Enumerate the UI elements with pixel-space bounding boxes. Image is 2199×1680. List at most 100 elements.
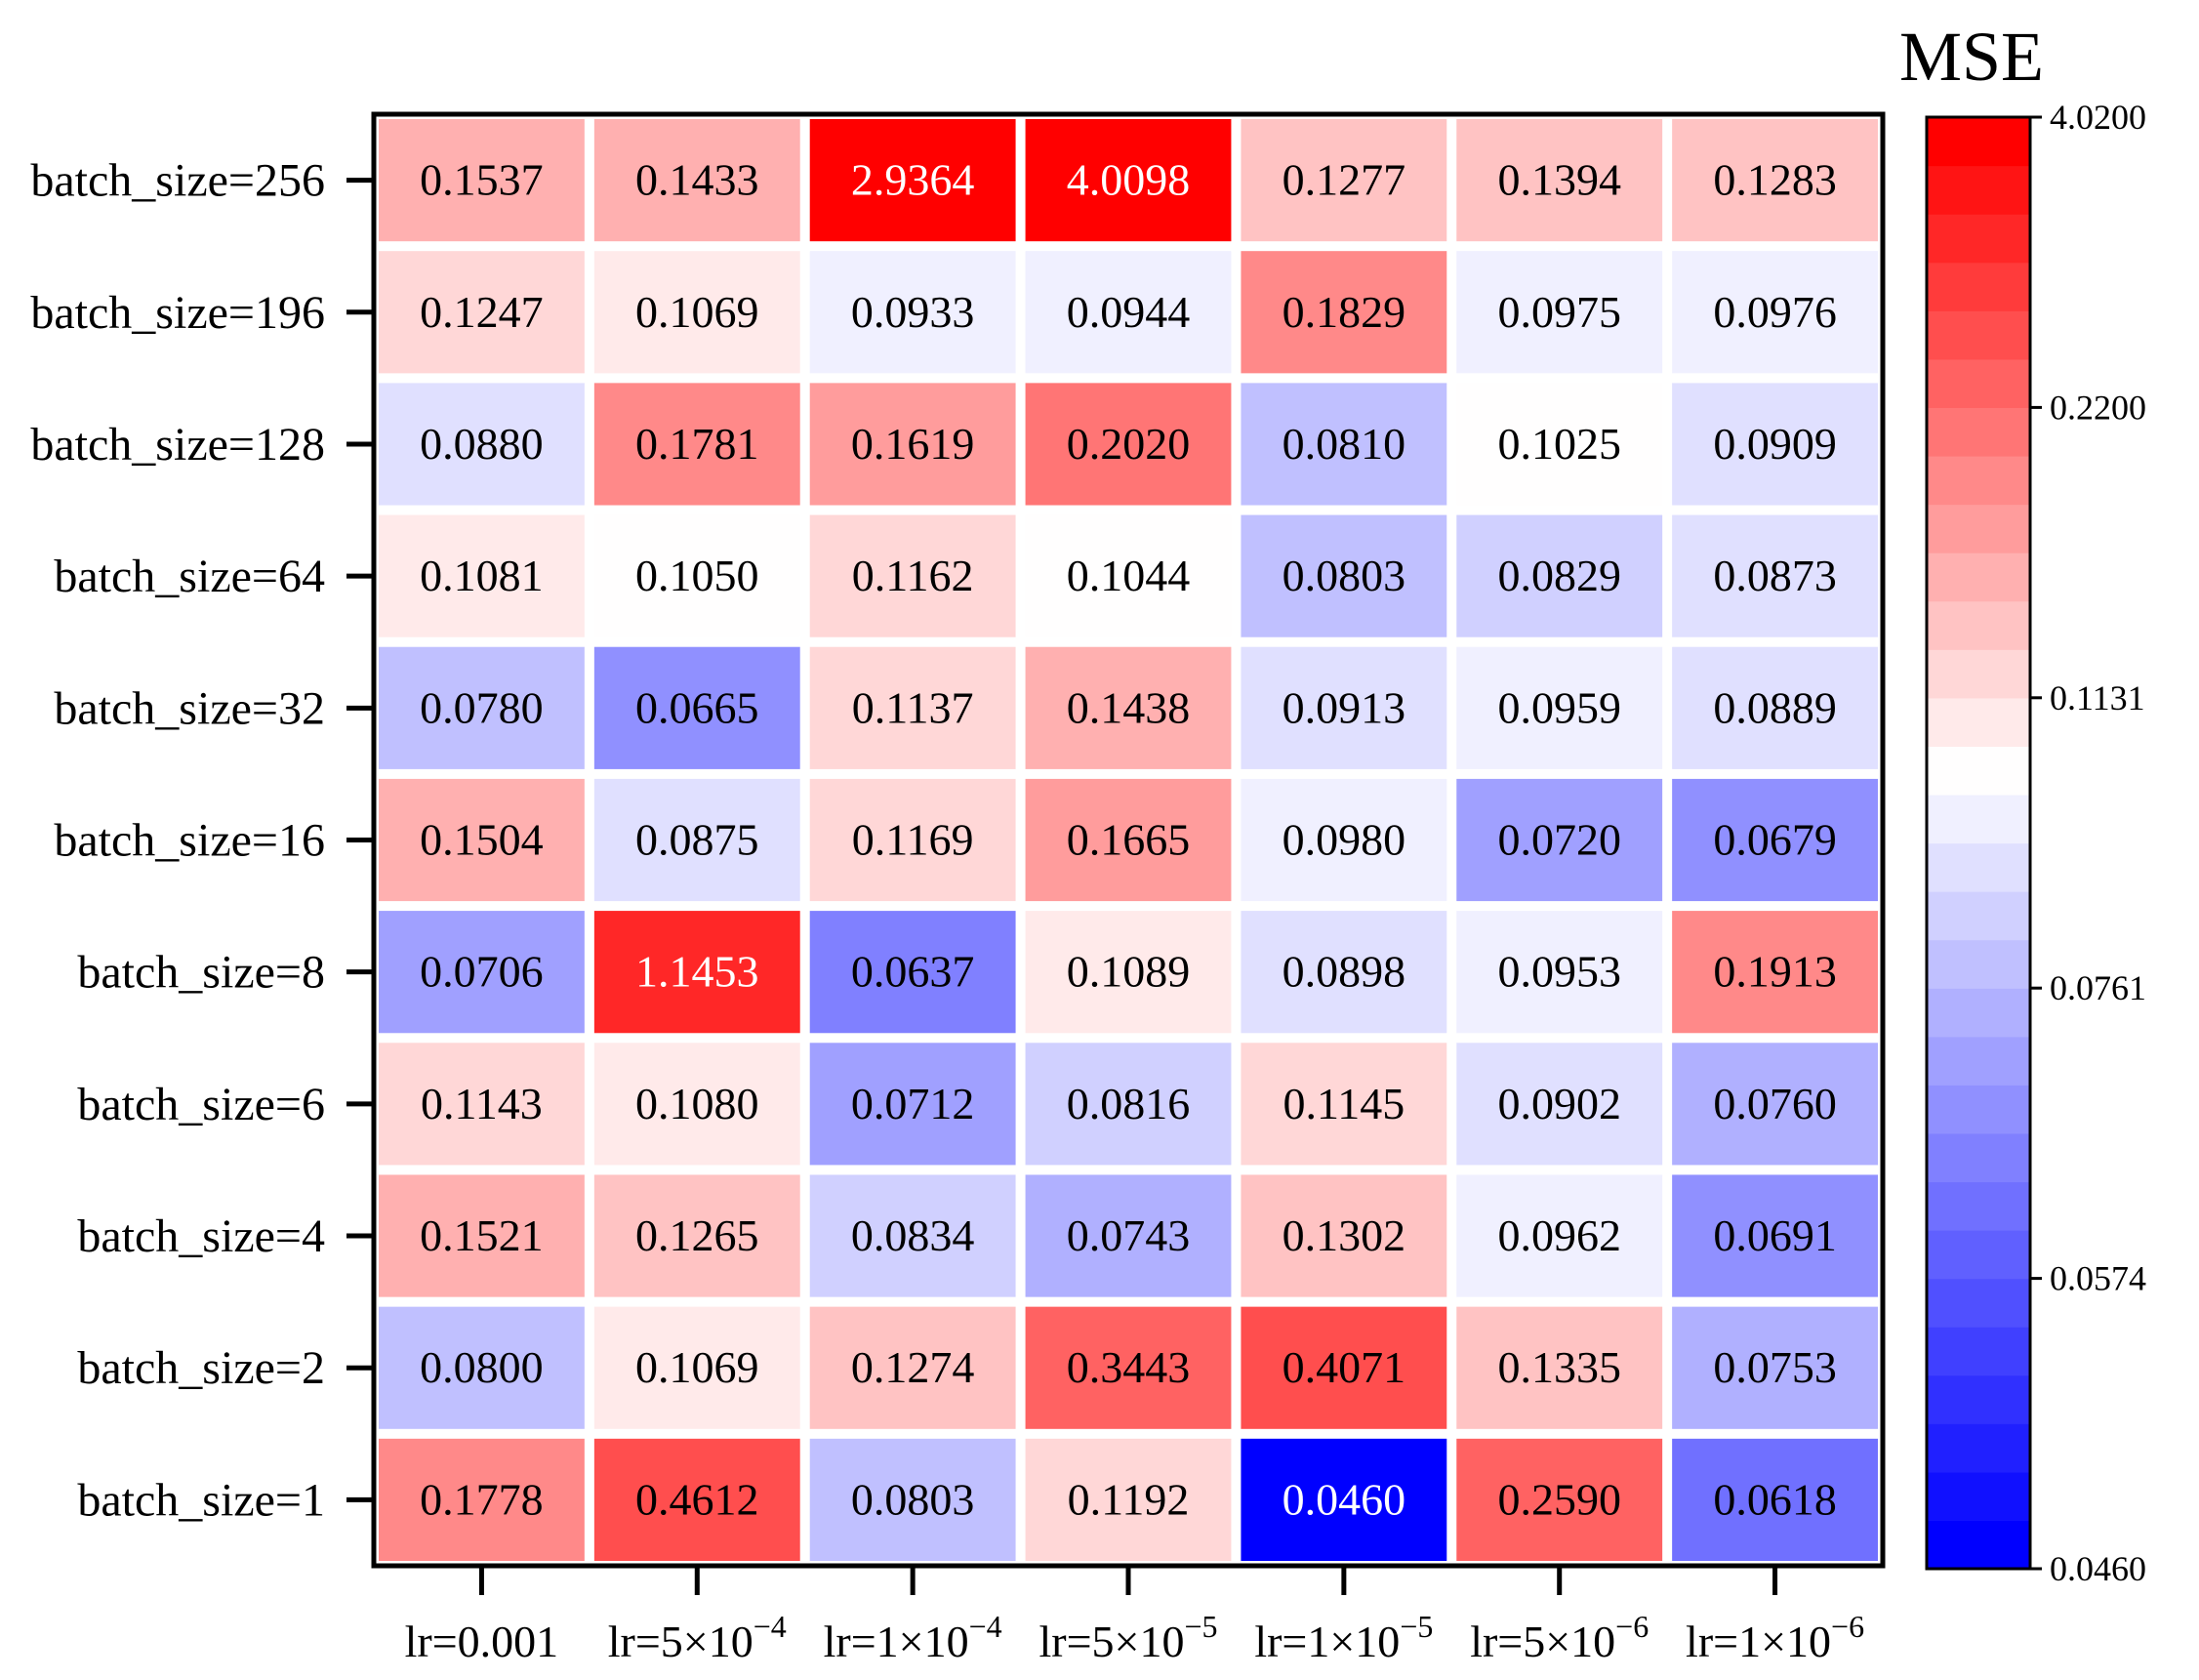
colorbar-segment [1927, 939, 2030, 989]
heatmap-cell [809, 1438, 1016, 1561]
heatmap-cell [593, 1306, 800, 1429]
cell-value-label: 0.1283 [1713, 155, 1837, 205]
heatmap-cell [1456, 119, 1663, 242]
cell-value-label: 0.1438 [1067, 682, 1191, 732]
heatmap-cell [593, 119, 800, 242]
cell-value-label: 0.2020 [1067, 419, 1191, 469]
colorbar-segment [1927, 600, 2030, 650]
colorbar-segment [1927, 1520, 2030, 1570]
colorbar-segment [1927, 455, 2030, 506]
heatmap-cell [593, 646, 800, 769]
colorbar-segment [1927, 649, 2030, 699]
cell-value-label: 0.0803 [1283, 551, 1406, 600]
colorbar-segment [1927, 1327, 2030, 1376]
heatmap-cell [1241, 1438, 1447, 1561]
heatmap-cells: 0.1537 0.1433 2.9364 4.0098 0.1277 0.1394 0.12… [379, 119, 1878, 1561]
heatmap-cell [1672, 646, 1878, 769]
cell-value-label: 0.1504 [420, 815, 544, 865]
cell-value-label: 0.1537 [420, 155, 544, 205]
cell-value-label: 0.0679 [1713, 815, 1837, 865]
heatmap-cell [1241, 1043, 1447, 1166]
heatmap-cell [1241, 911, 1447, 1034]
heatmap-cell [1241, 514, 1447, 637]
heatmap-cell [1672, 383, 1878, 506]
cell-value-label: 0.1089 [1067, 947, 1191, 997]
cell-value-label: 0.1137 [852, 682, 974, 732]
cell-value-label: 0.1665 [1067, 815, 1191, 865]
cell-value-label: 0.1069 [635, 287, 759, 337]
colorbar-frame [1925, 115, 2032, 1571]
colorbar-segment [1927, 553, 2030, 602]
heatmap-cell [1456, 1043, 1663, 1166]
colorbar: 0.0460 0.0574 0.0761 0.1131 0.2200 4.0200 [1925, 98, 2146, 1588]
heatmap-cell [1672, 911, 1878, 1034]
cell-value-label: 0.1025 [1497, 419, 1621, 469]
y-tick-label: batch_size=4 [77, 1210, 325, 1262]
cell-value-label: 0.1829 [1283, 287, 1406, 337]
heatmap-cell [379, 778, 585, 902]
heatmap-cell [1456, 1174, 1663, 1297]
cell-value-label: 2.9364 [851, 155, 975, 205]
cell-value-label: 0.0873 [1713, 551, 1837, 600]
colorbar-segment [1927, 1036, 2030, 1086]
x-tick-label: lr=1×10−5 [1254, 1609, 1433, 1666]
heatmap-cell [1025, 1043, 1232, 1166]
colorbar-tick-label: 0.0460 [2050, 1549, 2146, 1588]
heatmap-cell [1241, 1174, 1447, 1297]
cell-value-label: 0.1069 [635, 1342, 759, 1392]
heatmap-cell [1672, 1438, 1878, 1561]
x-tick-label: lr=1×10−4 [824, 1609, 1002, 1666]
cell-value-label: 0.1145 [1283, 1079, 1405, 1128]
cell-value-label: 0.1050 [635, 551, 759, 600]
cell-value-label: 0.1394 [1497, 155, 1621, 205]
heatmap-cell [593, 1438, 800, 1561]
heatmap-cell [1672, 119, 1878, 242]
heatmap-cell [593, 514, 800, 637]
cell-value-label: 0.0743 [1067, 1210, 1191, 1260]
cell-value-label: 0.0962 [1497, 1210, 1621, 1260]
cell-value-label: 0.1247 [420, 287, 544, 337]
colorbar-segment [1927, 1423, 2030, 1473]
x-tick-label: lr=1×10−6 [1686, 1609, 1864, 1666]
colorbar-segment [1927, 794, 2030, 844]
heatmap-cell [1025, 911, 1232, 1034]
colorbar-segment [1927, 697, 2030, 747]
cell-value-label: 0.1169 [852, 815, 974, 865]
cell-value-label: 0.0618 [1713, 1474, 1837, 1524]
colorbar-tick-label: 0.0761 [2050, 968, 2146, 1007]
heatmap-cell [809, 514, 1016, 637]
cell-value-label: 0.0712 [851, 1079, 975, 1128]
colorbar-segment [1927, 746, 2030, 796]
y-tick-label: batch_size=16 [54, 815, 325, 867]
y-tick-label: batch_size=256 [30, 155, 325, 207]
heatmap-cell [809, 778, 1016, 902]
colorbar-segment [1927, 1471, 2030, 1522]
colorbar-title: MSE [1899, 18, 2044, 96]
heatmap-cell [1241, 1306, 1447, 1429]
cell-value-label: 0.0975 [1497, 287, 1621, 337]
heatmap-cell [809, 646, 1016, 769]
colorbar-segment [1927, 165, 2030, 215]
cell-value-label: 1.1453 [635, 947, 759, 997]
heatmap-cell [1025, 514, 1232, 637]
cell-value-label: 0.1162 [852, 551, 974, 600]
heatmap-cell [593, 251, 800, 374]
heatmap-cell [379, 1306, 585, 1429]
colorbar-segment [1927, 1374, 2030, 1424]
heatmap-cell [379, 1438, 585, 1561]
heatmap-cell [1672, 1306, 1878, 1429]
heatmap-cell [1456, 778, 1663, 902]
cell-value-label: 0.3443 [1067, 1342, 1191, 1392]
heatmap-cell [1672, 514, 1878, 637]
heatmap-cell [379, 911, 585, 1034]
cell-value-label: 0.1781 [635, 419, 759, 469]
colorbar-segment [1927, 358, 2030, 408]
cell-value-label: 0.0913 [1283, 682, 1406, 732]
heatmap-cell [1025, 251, 1232, 374]
cell-value-label: 0.2590 [1497, 1474, 1621, 1524]
heatmap-cell [593, 383, 800, 506]
heatmap-cell [1672, 251, 1878, 374]
heatmap-cell [1025, 1306, 1232, 1429]
cell-value-label: 0.0780 [420, 682, 544, 732]
